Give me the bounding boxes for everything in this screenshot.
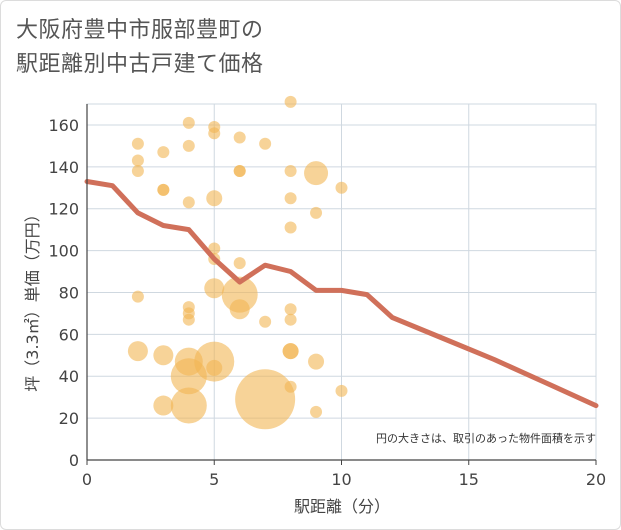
data-bubble — [284, 95, 297, 108]
data-bubble — [229, 299, 250, 320]
data-bubble — [131, 137, 144, 150]
data-bubble — [131, 290, 144, 303]
data-bubble — [233, 131, 246, 144]
data-bubble — [284, 221, 297, 234]
data-bubble — [208, 242, 221, 255]
x-tick-label: 15 — [459, 470, 479, 489]
y-tick-label: 100 — [48, 242, 79, 261]
x-tick-label: 0 — [82, 470, 92, 489]
chart-title: 大阪府豊中市服部豊町の 駅距離別中古戸建て価格 — [16, 14, 264, 82]
data-bubble — [153, 345, 174, 366]
data-bubble — [153, 395, 174, 416]
data-bubble — [282, 343, 299, 360]
data-bubble — [304, 161, 329, 186]
x-tick-label: 5 — [209, 470, 219, 489]
x-tick-label: 10 — [331, 470, 351, 489]
data-bubble — [127, 341, 148, 362]
data-bubble — [157, 183, 170, 196]
data-bubble — [204, 278, 225, 299]
data-bubble — [233, 165, 246, 178]
x-axis-title: 駅距離（分） — [294, 497, 390, 516]
data-bubble — [233, 257, 246, 270]
y-tick-label: 120 — [48, 200, 79, 219]
y-tick-label: 140 — [48, 158, 79, 177]
average-line-series — [84, 179, 599, 409]
y-axis-title: 坪（3.3㎡）単価（万円） — [23, 206, 42, 391]
data-bubble — [208, 127, 221, 140]
data-bubble — [308, 353, 325, 370]
y-tick-label: 80 — [59, 283, 79, 302]
y-tick-label: 40 — [59, 367, 79, 386]
data-bubble — [310, 206, 323, 219]
data-bubble — [182, 313, 195, 326]
data-bubble — [182, 139, 195, 152]
data-bubble — [284, 303, 297, 316]
data-bubble — [335, 384, 348, 397]
data-bubble — [157, 146, 170, 159]
data-bubble — [206, 190, 223, 207]
data-bubble — [235, 369, 296, 430]
data-bubble — [284, 313, 297, 326]
chart-title-line-2: 駅距離別中古戸建て価格 — [16, 52, 264, 77]
data-bubble — [131, 154, 144, 167]
chart-title-line-1: 大阪府豊中市服部豊町の — [16, 18, 264, 43]
data-bubble — [284, 192, 297, 205]
x-tick-label: 20 — [586, 470, 606, 489]
bubble-series — [127, 95, 348, 430]
axes: 0 20 40 60 80 100 120 140 160 0 5 10 15 20 — [48, 104, 606, 489]
bubble-size-note: 円の大きさは、取引のあった物件面積を示す — [376, 431, 596, 445]
data-bubble — [170, 387, 207, 424]
average-price-line — [84, 179, 599, 409]
data-bubble — [131, 165, 144, 178]
data-bubble — [206, 359, 223, 376]
data-bubble — [221, 276, 258, 313]
y-tick-label: 160 — [48, 116, 79, 135]
data-bubble — [284, 380, 297, 393]
data-bubble — [182, 196, 195, 209]
data-bubble — [182, 116, 195, 129]
data-bubble — [284, 165, 297, 178]
y-tick-label: 20 — [59, 409, 79, 428]
data-bubble — [335, 181, 348, 194]
y-tick-label: 60 — [59, 325, 79, 344]
data-bubble — [310, 405, 323, 418]
data-bubble — [259, 315, 272, 328]
data-bubble — [259, 137, 272, 150]
y-tick-label: 0 — [69, 451, 79, 470]
